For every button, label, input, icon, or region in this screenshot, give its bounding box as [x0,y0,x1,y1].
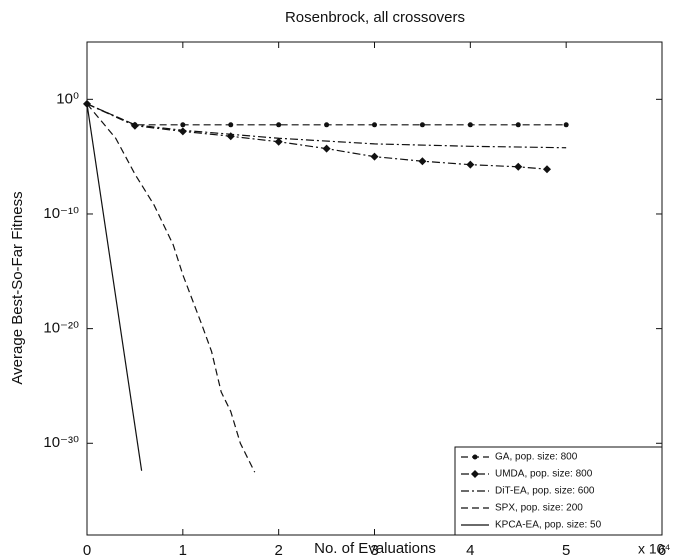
x-tick-label: 1 [179,542,187,559]
legend-label: KPCA-EA, pop. size: 50 [495,520,602,531]
x-tick-label: 0 [83,542,91,559]
legend: GA, pop. size: 800 UMDA, pop. size: 800 Di… [454,446,663,536]
marker [322,144,331,153]
marker [543,165,551,174]
legend-marker [472,454,478,460]
marker [228,122,234,128]
series-line [86,103,548,170]
marker [466,160,475,169]
series-line [86,103,567,126]
chart-title: Rosenbrock, all crossovers [285,9,465,26]
marker [515,122,521,128]
x-tick-label: 5 [562,542,570,559]
marker [563,122,569,128]
legend-label: UMDA, pop. size: 800 [495,469,593,480]
marker [467,122,473,128]
marker [180,122,186,128]
marker [324,122,330,128]
marker [514,162,523,171]
legend-label: SPX, pop. size: 200 [495,503,583,514]
x-axis-label: No. of Evaluations [314,540,436,557]
legend-marker [471,470,479,478]
y-axis-label: Average Best-So-Far Fitness [9,191,26,384]
marker [372,122,377,128]
series-line [86,103,567,149]
marker [178,127,187,136]
y-tick-label: 10⁻¹⁰ [43,205,79,222]
marker [274,137,283,146]
marker [419,122,425,128]
legend-label: GA, pop. size: 800 [495,452,578,463]
series-line [86,103,256,473]
legend-box [454,446,663,536]
x-tick-label: 2 [274,542,282,559]
y-tick-label: 10⁰ [56,90,79,107]
y-tick-label: 10⁻²⁰ [43,320,79,337]
marker [370,152,379,161]
legend-label: DiT-EA, pop. size: 600 [495,486,595,497]
y-tick-label: 10⁻³⁰ [43,434,79,451]
x-tick-label: 4 [466,542,474,559]
x-tick-label: 3 [370,542,378,559]
marker [276,122,282,128]
marker [418,157,427,166]
series-line [86,103,143,471]
x-multiplier: x 10⁴ [638,541,670,557]
x-tick-label: 6 [658,542,666,559]
